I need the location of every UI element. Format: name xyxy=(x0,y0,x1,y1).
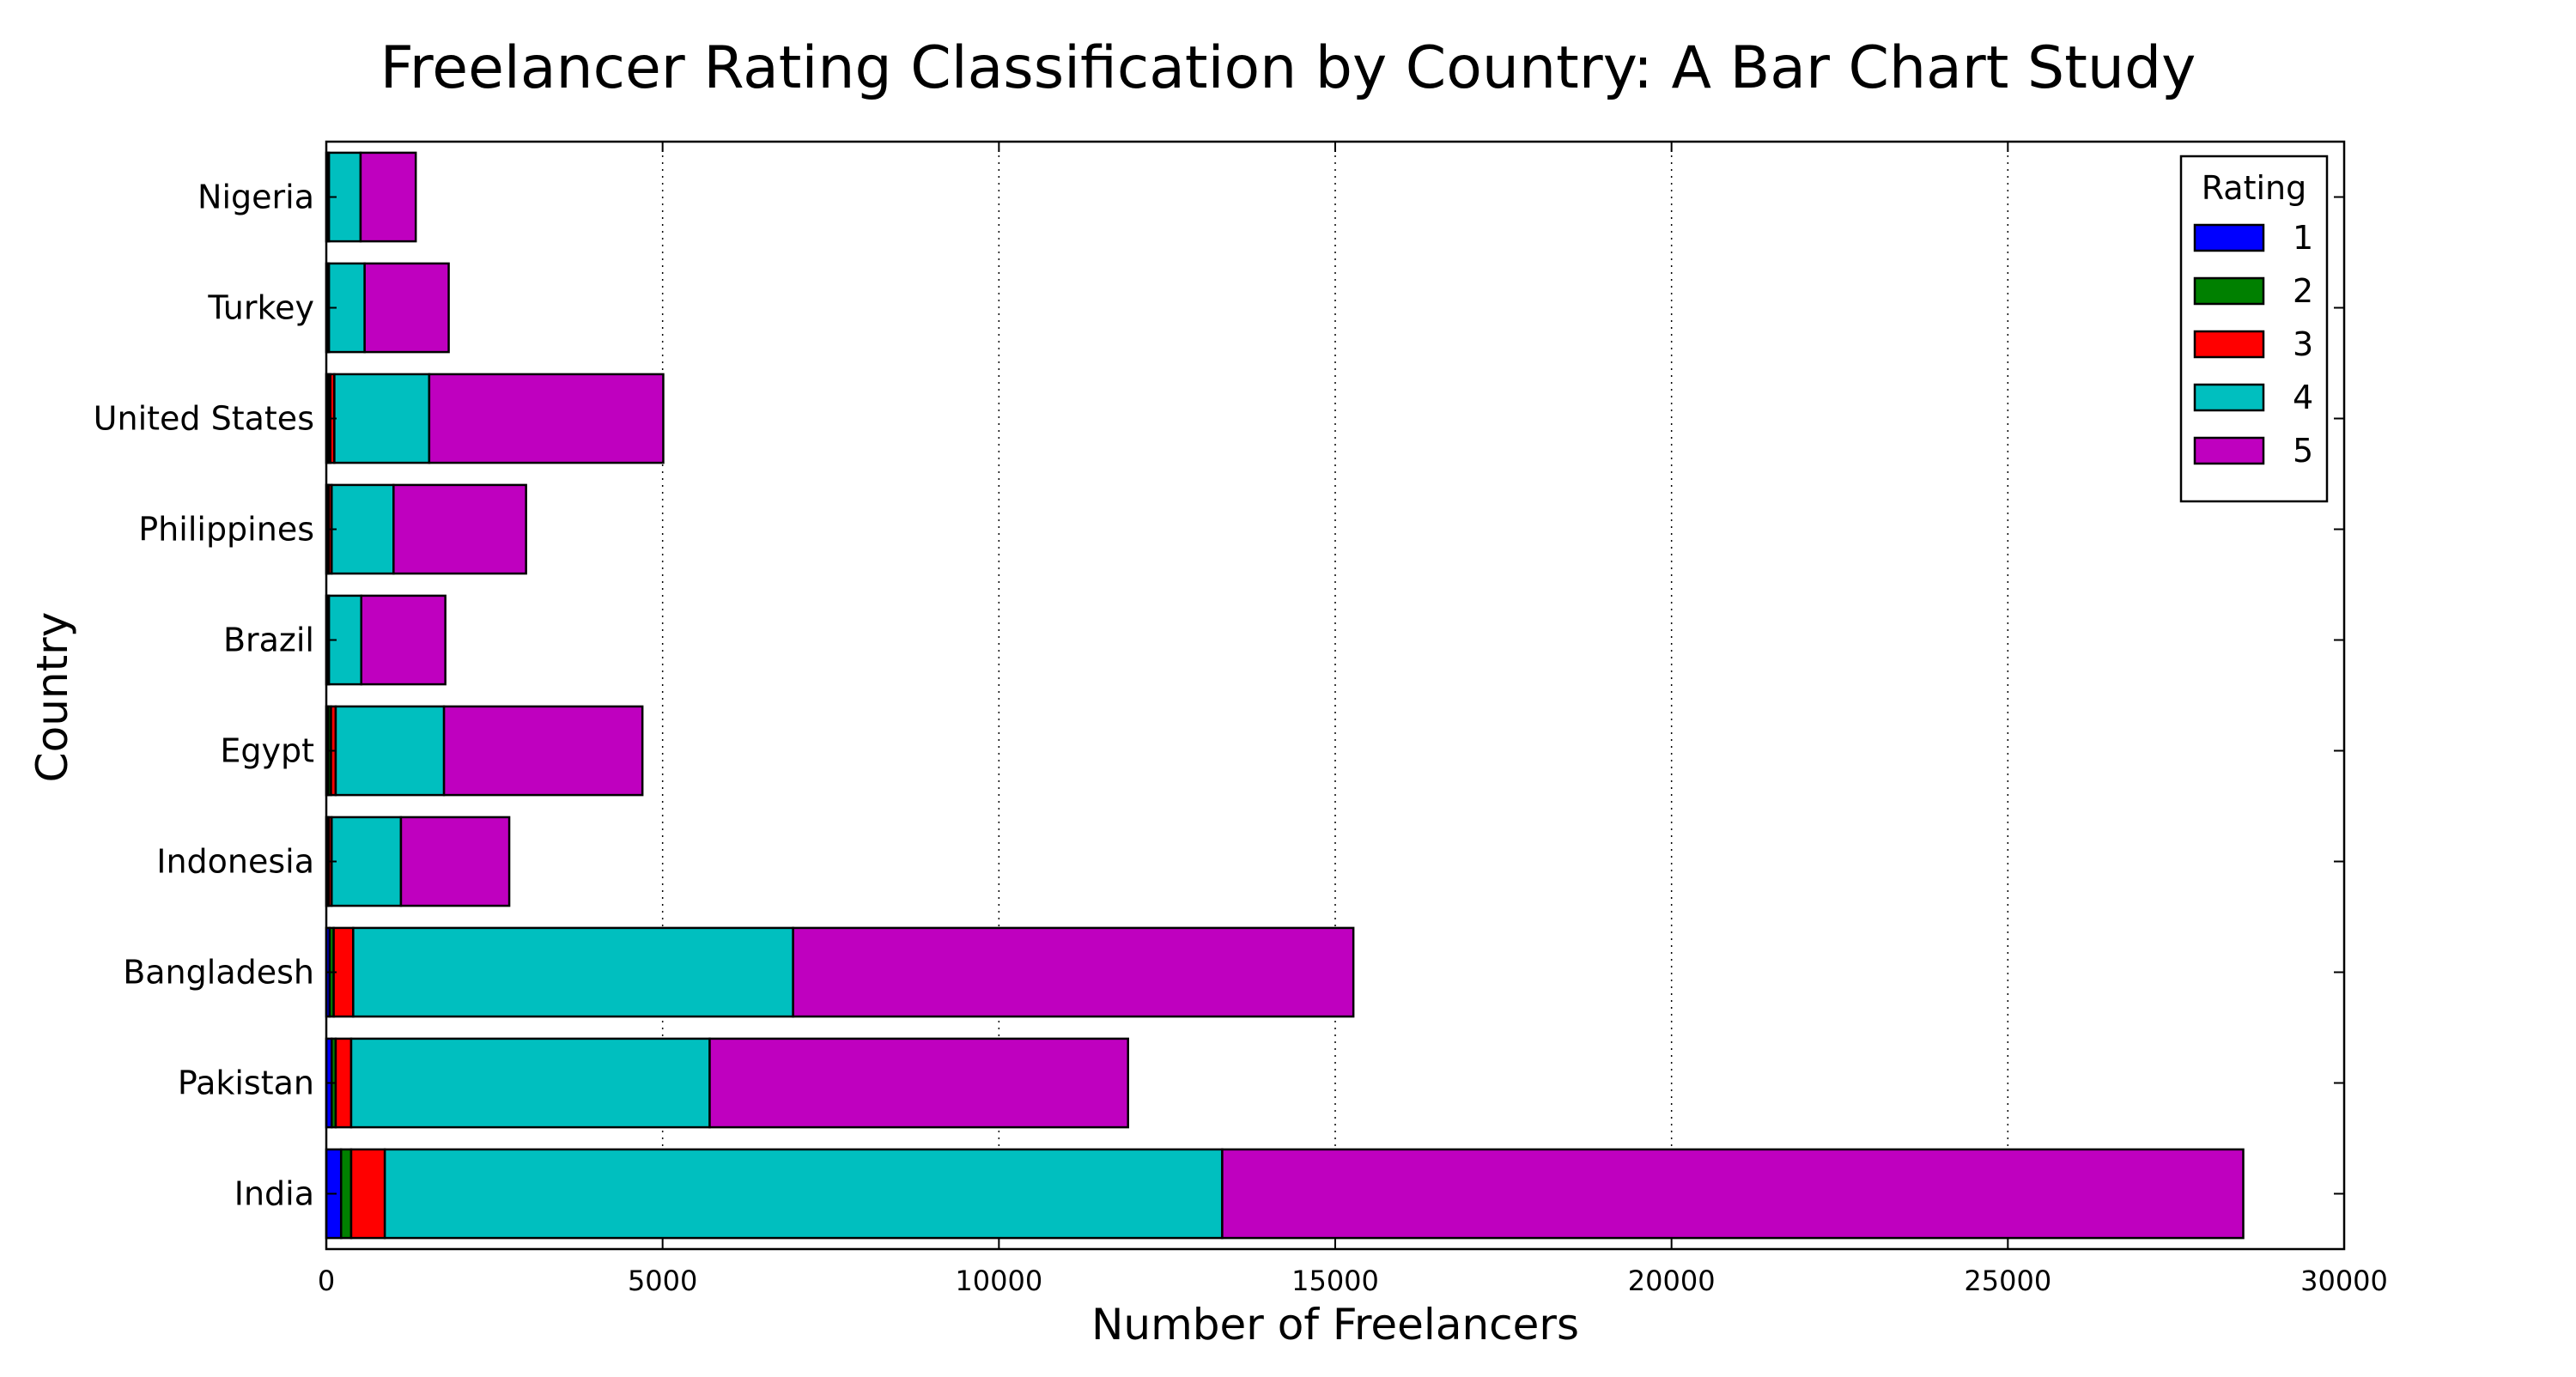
bar-segment-india-rating-3 xyxy=(349,1148,386,1240)
y-tick-label: Pakistan xyxy=(178,1065,314,1102)
bar-segment-brazil-rating-5 xyxy=(360,594,447,686)
x-tick-label: 5000 xyxy=(628,1265,697,1297)
y-tick-label: United States xyxy=(94,400,314,438)
legend-label-rating-1: 1 xyxy=(2293,219,2313,257)
legend-swatch-rating-3 xyxy=(2193,330,2265,359)
bar-segment-pakistan-rating-4 xyxy=(349,1037,711,1129)
legend-swatch-rating-2 xyxy=(2193,276,2265,306)
chart-title: Freelancer Rating Classification by Coun… xyxy=(380,34,2196,102)
bars xyxy=(325,151,2245,1240)
legend-swatch-rating-4 xyxy=(2193,383,2265,412)
bar-segment-indonesia-rating-5 xyxy=(399,816,511,907)
bar-segment-philippines-rating-5 xyxy=(392,483,527,575)
legend-label-rating-2: 2 xyxy=(2293,272,2313,310)
x-tick-label: 25000 xyxy=(1964,1265,2051,1297)
legend: Rating 1 2 3 4 5 xyxy=(2179,155,2329,503)
bar-segment-bangladesh-rating-5 xyxy=(792,926,1355,1018)
x-axis-title: Number of Freelancers xyxy=(1091,1300,1579,1350)
x-tick-label: 30000 xyxy=(2300,1265,2388,1297)
x-tick-label: 10000 xyxy=(955,1265,1042,1297)
legend-swatch-rating-1 xyxy=(2193,223,2265,252)
y-tick-label: India xyxy=(234,1175,314,1213)
bar-segment-egypt-rating-5 xyxy=(442,705,644,797)
bar-segment-pakistan-rating-5 xyxy=(708,1037,1129,1129)
y-tick-label: Philippines xyxy=(138,511,314,549)
bar-segment-india-rating-2 xyxy=(339,1148,353,1240)
x-tick-label: 20000 xyxy=(1628,1265,1716,1297)
x-tick-label: 15000 xyxy=(1291,1265,1379,1297)
legend-label-rating-4: 4 xyxy=(2293,379,2313,416)
bar-segment-united-states-rating-4 xyxy=(333,373,431,464)
y-tick-label: Brazil xyxy=(223,622,314,659)
bar-segment-egypt-rating-4 xyxy=(334,705,446,797)
bar-segment-philippines-rating-4 xyxy=(331,483,395,575)
bar-segment-pakistan-rating-3 xyxy=(334,1037,353,1129)
bar-segment-bangladesh-rating-4 xyxy=(352,926,794,1018)
axis-ticks: 0 5000 10000 15000 20000 25000 30000 India Pakis… xyxy=(94,142,2388,1297)
x-tick-label: 0 xyxy=(318,1265,335,1297)
legend-label-rating-5: 5 xyxy=(2293,432,2313,470)
legend-swatch-rating-5 xyxy=(2193,436,2265,465)
y-tick-label: Bangladesh xyxy=(123,954,314,992)
y-tick-label: Indonesia xyxy=(156,843,314,881)
legend-label-rating-3: 3 xyxy=(2293,325,2313,363)
bar-segment-india-rating-5 xyxy=(1221,1148,2245,1240)
y-tick-label: Turkey xyxy=(207,289,314,327)
legend-title: Rating xyxy=(2202,169,2307,207)
y-axis-title: Country xyxy=(27,612,77,783)
y-tick-label: Egypt xyxy=(220,732,314,770)
bar-segment-india-rating-4 xyxy=(383,1148,1224,1240)
y-tick-label: Nigeria xyxy=(197,179,314,216)
bar-segment-united-states-rating-5 xyxy=(428,373,665,464)
bar-segment-turkey-rating-5 xyxy=(363,262,450,354)
bar-segment-nigeria-rating-5 xyxy=(359,151,417,243)
bar-segment-bangladesh-rating-3 xyxy=(332,926,355,1018)
bar-segment-indonesia-rating-4 xyxy=(331,816,403,907)
